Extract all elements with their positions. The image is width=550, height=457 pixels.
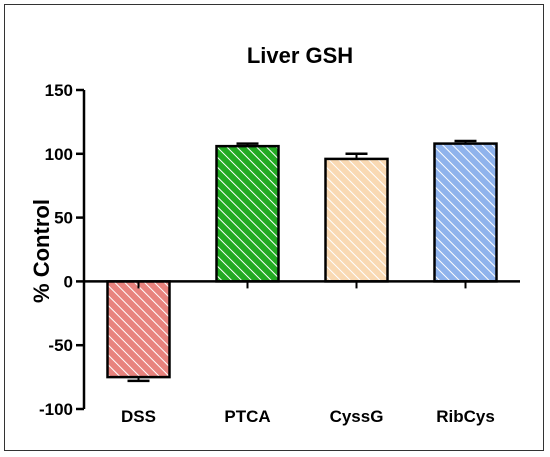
- chart-title: Liver GSH: [247, 43, 353, 68]
- y-tick-label-50: 50: [54, 209, 73, 228]
- y-tick-label-150: 150: [45, 81, 73, 100]
- category-label-dss: DSS: [121, 407, 156, 426]
- bar-chart: Liver GSH % Control DSS PTCA CyssG RibCys 15…: [29, 43, 520, 426]
- category-label-ptca: PTCA: [224, 407, 270, 426]
- bar-cyssg: [324, 157, 389, 283]
- category-label-cyssg: CyssG: [330, 407, 384, 426]
- axes-group: DSS PTCA CyssG RibCys 150 100 50 0 -50 -100: [39, 81, 520, 426]
- category-label-ribcys: RibCys: [436, 407, 495, 426]
- y-tick-label--50: -50: [48, 336, 73, 355]
- y-tick-label--100: -100: [39, 400, 73, 419]
- bar-dss: [106, 280, 171, 379]
- bar-ptca: [215, 144, 280, 283]
- y-axis-label: % Control: [29, 199, 54, 303]
- y-tick-label-0: 0: [64, 272, 73, 291]
- bars-group: [106, 139, 498, 383]
- bar-ribcys: [433, 142, 498, 283]
- chart-frame: Liver GSH % Control DSS PTCA CyssG RibCys 15…: [4, 4, 544, 451]
- y-tick-label-100: 100: [45, 145, 73, 164]
